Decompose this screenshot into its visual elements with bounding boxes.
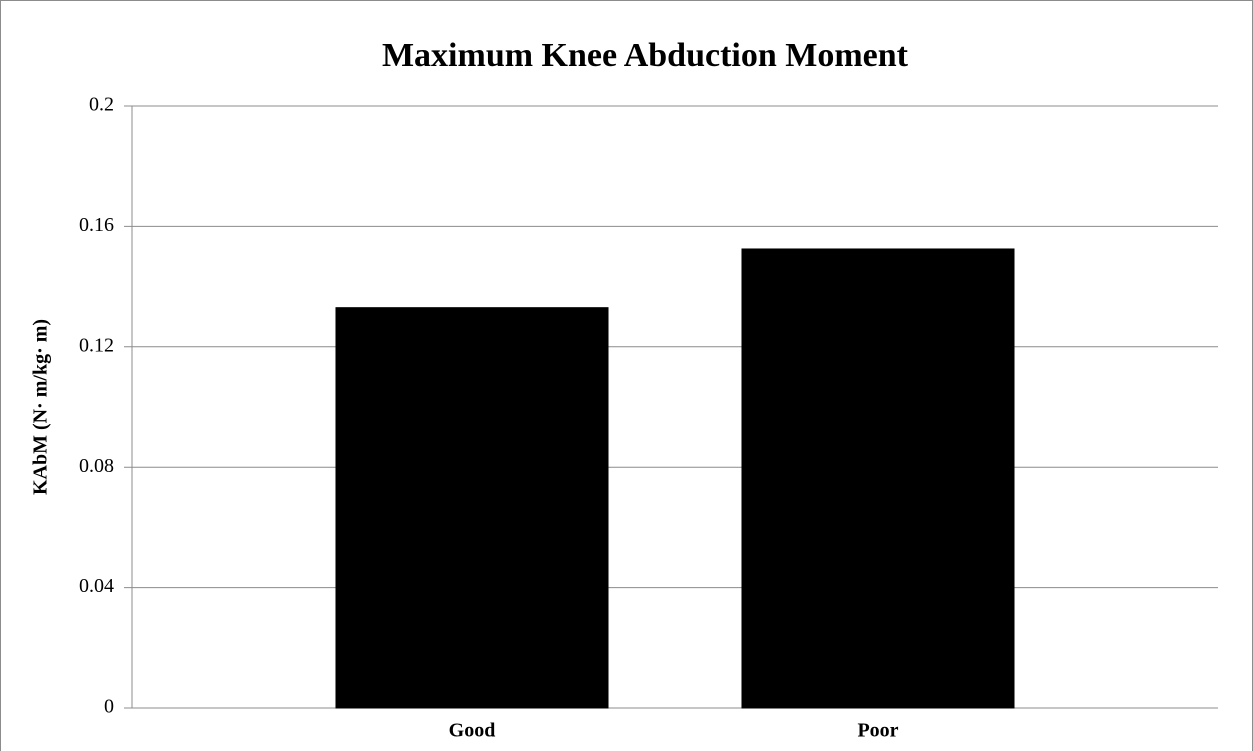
y-tick-label: 0.08 [79, 455, 114, 477]
y-tick-label: 0.12 [79, 334, 114, 356]
y-axis-label: KAbM (N· m/kg· m) [30, 319, 52, 495]
y-tick-label: 0.04 [79, 575, 114, 597]
bar [335, 307, 609, 709]
bar [741, 248, 1015, 709]
chart-title: Maximum Knee Abduction Moment [382, 37, 909, 74]
y-tick-label: 0 [104, 696, 114, 718]
y-tick-label: 0.16 [79, 214, 114, 236]
x-tick-label: Poor [857, 720, 898, 742]
y-tick-label: 0.2 [89, 94, 114, 116]
x-tick-label: Good [449, 720, 496, 742]
